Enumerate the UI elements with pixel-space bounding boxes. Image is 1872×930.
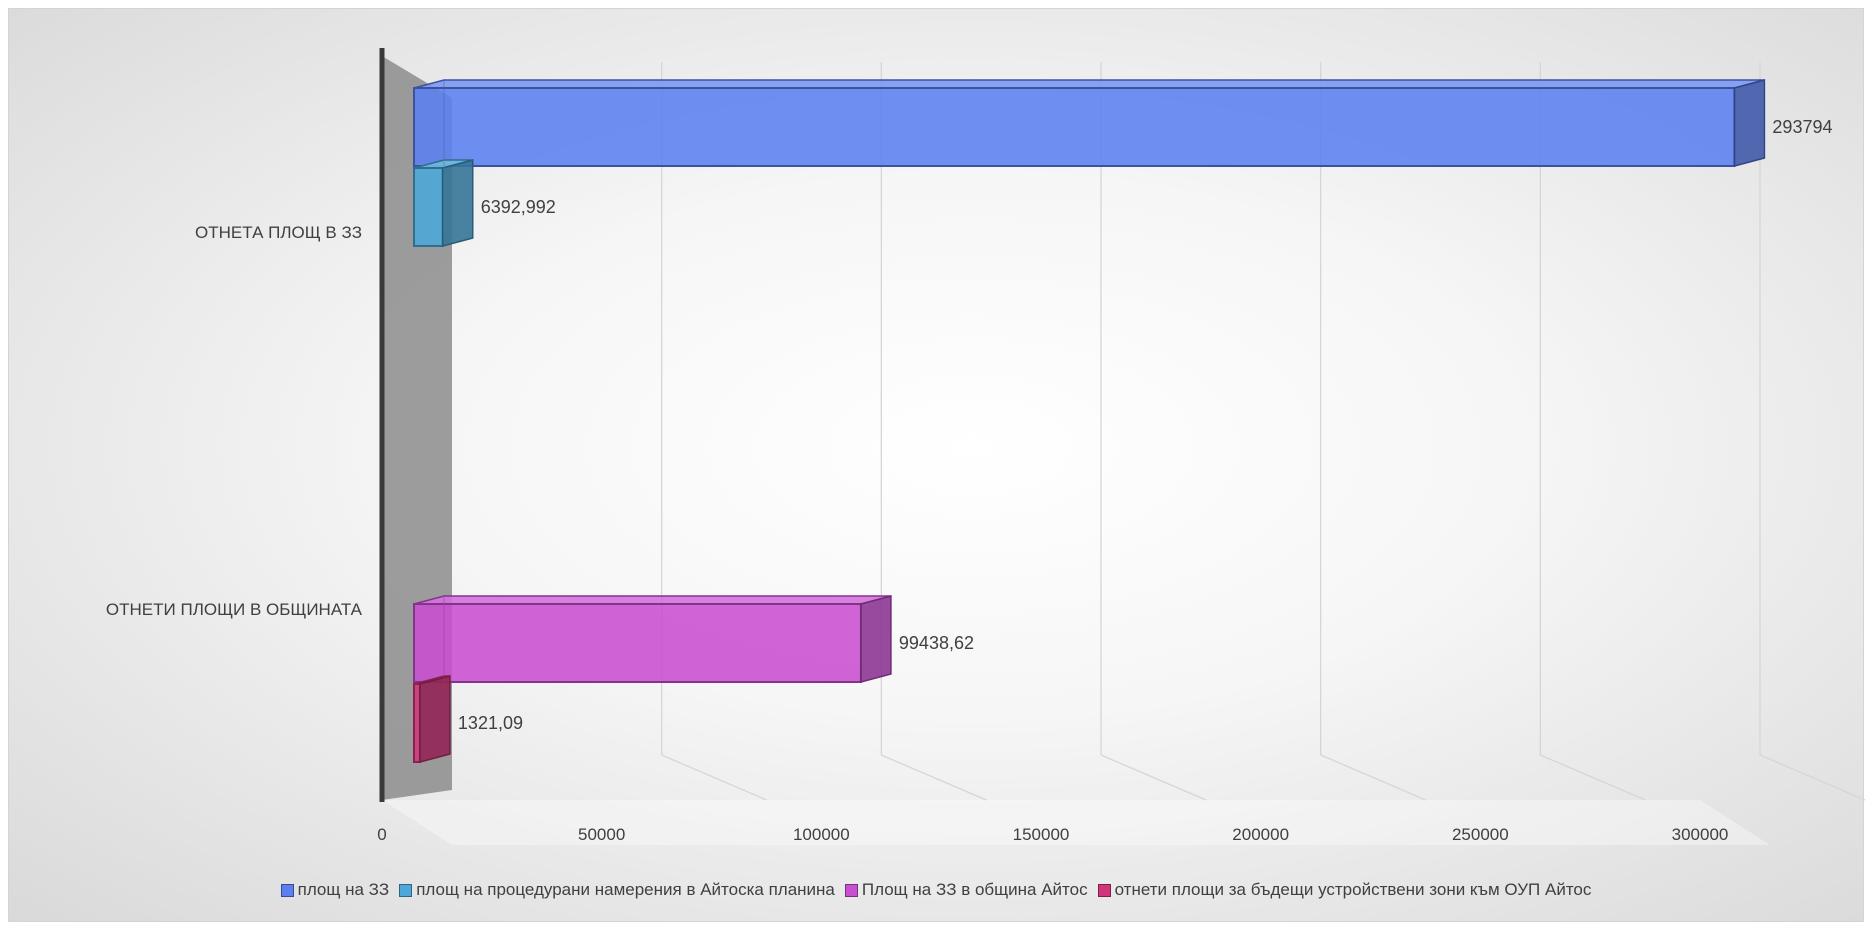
x-tick-label: 250000 bbox=[1452, 825, 1509, 844]
bar-side-face bbox=[419, 675, 451, 763]
x-tick-label: 100000 bbox=[793, 825, 850, 844]
legend-entry: отнети площи за бъдещи устройствени зони… bbox=[1097, 880, 1592, 900]
legend: площ на ЗЗ площ на процедурани намерения … bbox=[0, 872, 1872, 908]
category-label: ОТНЕТИ ПЛОЩИ В ОБЩИНАТА bbox=[106, 600, 363, 619]
x-tick-label: 200000 bbox=[1232, 825, 1289, 844]
bar-side-face bbox=[441, 159, 474, 247]
legend-swatch bbox=[844, 883, 858, 897]
bar-front-face bbox=[413, 683, 421, 763]
legend-label: площ на ЗЗ bbox=[297, 880, 390, 899]
legend-label: площ на процедурани намерения в Айтоска … bbox=[416, 880, 835, 899]
floor-gridline bbox=[1100, 754, 1207, 801]
floor-gridline bbox=[1540, 754, 1646, 801]
data-label: 293794 bbox=[1772, 117, 1832, 137]
x-tick-label: 150000 bbox=[1013, 825, 1070, 844]
legend-swatch bbox=[280, 883, 294, 897]
legend-swatch bbox=[1097, 883, 1111, 897]
bar bbox=[413, 159, 474, 247]
bar bbox=[413, 79, 1766, 167]
legend-label: отнети площи за бъдещи устройствени зони… bbox=[1114, 880, 1592, 899]
x-tick-label: 300000 bbox=[1672, 825, 1729, 844]
bar-front-face bbox=[413, 87, 1736, 167]
bar-front-face bbox=[413, 603, 862, 683]
x-tick-label: 50000 bbox=[578, 825, 625, 844]
chart-floor bbox=[382, 800, 1770, 845]
floor-gridline bbox=[661, 754, 767, 801]
bar-side-face bbox=[1733, 79, 1766, 167]
legend-entry: площ на процедурани намерения в Айтоска … bbox=[399, 880, 835, 900]
legend-entry: Площ на ЗЗ в община Айтос bbox=[844, 880, 1088, 900]
bar-side-face bbox=[860, 595, 892, 683]
bar bbox=[413, 675, 451, 763]
x-tick-label: 0 bbox=[377, 825, 386, 844]
bar-top-face bbox=[413, 79, 1765, 89]
legend-entry: площ на ЗЗ bbox=[280, 880, 390, 900]
data-label: 99438,62 bbox=[899, 633, 974, 653]
floor-gridline bbox=[1759, 754, 1866, 801]
legend-label: Площ на ЗЗ в община Айтос bbox=[861, 880, 1088, 899]
bar-top-face bbox=[413, 595, 892, 605]
floor-gridline bbox=[1320, 754, 1426, 801]
floor-gridline bbox=[881, 754, 987, 801]
legend-swatch bbox=[399, 883, 413, 897]
category-label: ОТНЕТА ПЛОЩ В ЗЗ bbox=[195, 223, 362, 242]
data-label: 6392,992 bbox=[481, 197, 556, 217]
bar-front-face bbox=[413, 167, 444, 247]
data-label: 1321,09 bbox=[458, 713, 523, 733]
bar bbox=[413, 595, 892, 683]
